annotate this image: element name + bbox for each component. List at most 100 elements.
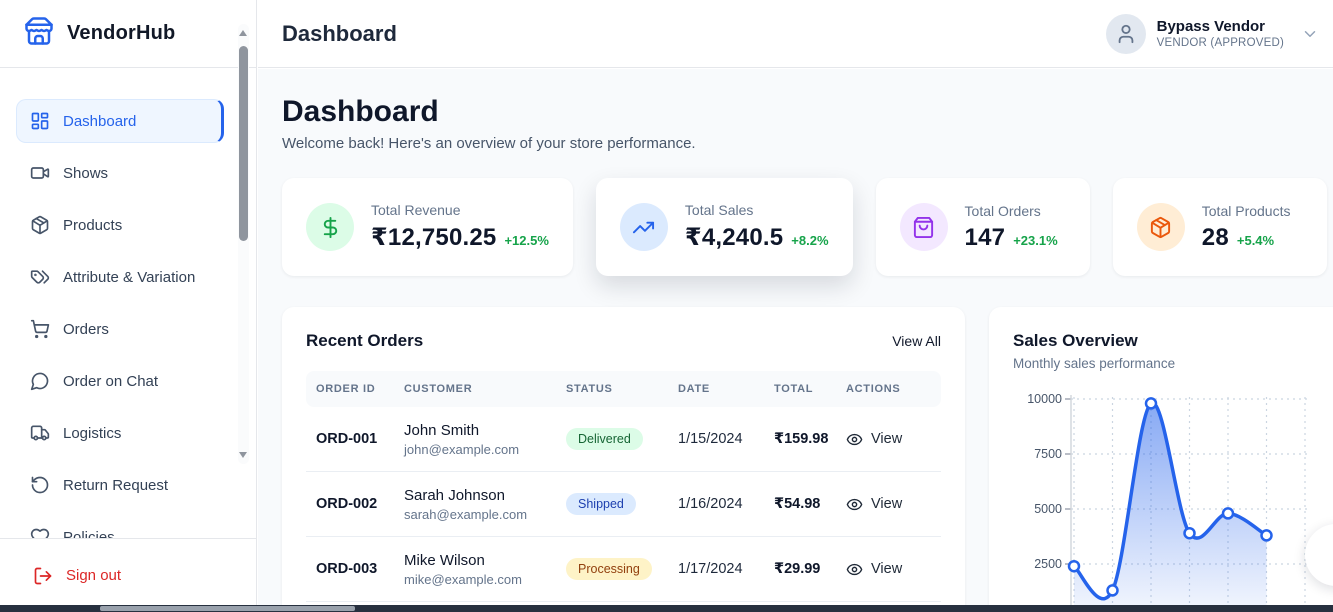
customer-name: Sarah Johnson — [404, 486, 505, 504]
recent-orders-card: Recent Orders View All Order ID Customer S… — [282, 307, 965, 612]
eye-icon — [846, 496, 863, 513]
sales-chart: 2500 5000 7500 10000 — [1013, 387, 1325, 612]
status-badge: Shipped — [566, 493, 636, 515]
sign-out-button[interactable]: Sign out — [0, 538, 256, 612]
orders-table-body: ORD-001 John Smith john@example.com Deliver… — [306, 407, 941, 602]
sidebar-nav: Dashboard Shows Products Attribute & Variat… — [0, 68, 256, 538]
order-id: ORD-002 — [316, 496, 378, 512]
scroll-up-arrow-icon[interactable] — [239, 30, 247, 36]
status-badge: Processing — [566, 558, 652, 580]
sidebar-item-products[interactable]: Products — [16, 203, 224, 247]
top-header: Dashboard Bypass Vendor VENDOR (APPROVED… — [258, 0, 1333, 68]
view-label: View — [871, 561, 903, 577]
stat-trend: +5.4% — [1236, 232, 1275, 248]
order-date: 1/16/2024 — [678, 496, 743, 512]
sidebar: VendorHub Dashboard Shows Products Attribut… — [0, 0, 257, 612]
eye-icon — [846, 431, 863, 448]
chevron-down-icon[interactable] — [1301, 25, 1319, 43]
sidebar-item-label: Logistics — [63, 424, 122, 442]
sidebar-item-label: Orders — [63, 320, 109, 338]
view-all-link[interactable]: View All — [892, 333, 941, 349]
stat-card-total-products: Total Products 28 +5.4% — [1112, 178, 1327, 276]
stat-label: Total Sales — [684, 202, 754, 218]
shopping-cart-icon — [29, 319, 50, 340]
log-out-icon — [32, 565, 53, 586]
brand-logo[interactable]: VendorHub — [0, 0, 256, 68]
order-id: ORD-003 — [316, 561, 378, 577]
page-title: Dashboard — [282, 95, 439, 128]
stat-value: 147 — [964, 223, 1006, 251]
view-label: View — [871, 431, 903, 447]
package-icon — [1136, 203, 1185, 251]
sidebar-item-return-request[interactable]: Return Request — [16, 463, 224, 507]
brand-name: VendorHub — [67, 22, 176, 44]
sales-overview-title: Sales Overview — [1013, 331, 1138, 350]
sidebar-item-order-on-chat[interactable]: Order on Chat — [16, 359, 224, 403]
customer-email: mike@example.com — [404, 571, 522, 587]
sidebar-item-label: Products — [63, 216, 123, 234]
stat-label: Total Revenue — [371, 202, 461, 218]
layout-dashboard-icon — [29, 111, 50, 132]
column-header-customer: Customer — [404, 383, 473, 395]
sidebar-scrollbar-thumb[interactable] — [239, 46, 248, 241]
order-total: ₹29.99 — [774, 561, 821, 577]
recent-orders-title: Recent Orders — [306, 331, 424, 350]
store-icon — [24, 16, 54, 51]
customer-name: Mike Wilson — [404, 551, 485, 569]
column-header-actions: Actions — [846, 383, 901, 395]
orders-table-header: Order ID Customer Status Date Total Actions — [306, 371, 941, 407]
scroll-down-arrow-icon[interactable] — [239, 452, 247, 458]
order-date: 1/15/2024 — [678, 431, 743, 447]
sidebar-item-orders[interactable]: Orders — [16, 307, 224, 351]
content-row: Recent Orders View All Order ID Customer S… — [282, 307, 1333, 612]
customer-name: John Smith — [404, 421, 480, 439]
sign-out-label: Sign out — [66, 567, 122, 584]
svg-text:5000: 5000 — [1034, 502, 1062, 516]
horizontal-scrollbar-thumb[interactable] — [100, 606, 355, 611]
order-date: 1/17/2024 — [678, 561, 743, 577]
sidebar-scrollbar[interactable] — [238, 24, 249, 464]
sidebar-item-policies[interactable]: Policies — [16, 515, 224, 538]
stat-label: Total Orders — [964, 202, 1041, 219]
table-row: ORD-001 John Smith john@example.com Deliver… — [306, 407, 941, 472]
sidebar-item-logistics[interactable]: Logistics — [16, 411, 224, 455]
avatar — [1105, 13, 1146, 54]
stat-value: ₹4,240.5 — [684, 224, 784, 251]
order-id: ORD-001 — [316, 431, 378, 447]
sidebar-item-label: Policies — [63, 528, 115, 539]
view-order-button[interactable]: View — [846, 561, 931, 578]
column-header-status: Status — [566, 383, 613, 395]
stat-card-total-orders: Total Orders 147 +23.1% — [875, 178, 1090, 276]
column-header-order-id: Order ID — [316, 383, 376, 395]
customer-email: sarah@example.com — [404, 506, 528, 522]
sales-overview-card: Sales Overview Monthly sales performance… — [989, 307, 1333, 612]
sales-overview-subtitle: Monthly sales performance — [1013, 356, 1176, 371]
sidebar-item-label: Return Request — [63, 476, 169, 494]
sidebar-item-attribute-variation[interactable]: Attribute & Variation — [16, 255, 224, 299]
view-order-button[interactable]: View — [846, 431, 931, 448]
package-icon — [29, 215, 50, 236]
column-header-date: Date — [678, 383, 710, 395]
video-camera-icon — [29, 163, 50, 184]
column-header-total: Total — [774, 383, 814, 395]
sidebar-item-dashboard[interactable]: Dashboard — [16, 99, 224, 143]
user-menu[interactable]: Bypass Vendor VENDOR (APPROVED) — [1105, 13, 1319, 54]
sidebar-item-label: Attribute & Variation — [63, 268, 196, 286]
stat-card-total-sales: Total Sales ₹4,240.5 +8.2% — [595, 178, 853, 276]
stat-value: 28 — [1201, 223, 1229, 251]
sidebar-item-shows[interactable]: Shows — [16, 151, 224, 195]
stat-trend: +23.1% — [1013, 232, 1058, 248]
tags-icon — [29, 267, 50, 288]
stat-card-total-revenue: Total Revenue ₹12,750.25 +12.5% — [282, 178, 573, 276]
main-content: Dashboard Welcome back! Here's an overvi… — [258, 69, 1333, 612]
view-label: View — [871, 496, 903, 512]
stat-label: Total Products — [1201, 202, 1291, 219]
shopping-bag-icon — [899, 203, 948, 251]
user-name: Bypass Vendor — [1156, 18, 1266, 36]
horizontal-scrollbar[interactable] — [0, 605, 1333, 612]
view-order-button[interactable]: View — [846, 496, 931, 513]
table-row: ORD-003 Mike Wilson mike@example.com Proces… — [306, 537, 941, 602]
order-total: ₹54.98 — [774, 496, 821, 512]
svg-text:10000: 10000 — [1027, 392, 1062, 406]
sidebar-item-label: Shows — [63, 164, 109, 182]
